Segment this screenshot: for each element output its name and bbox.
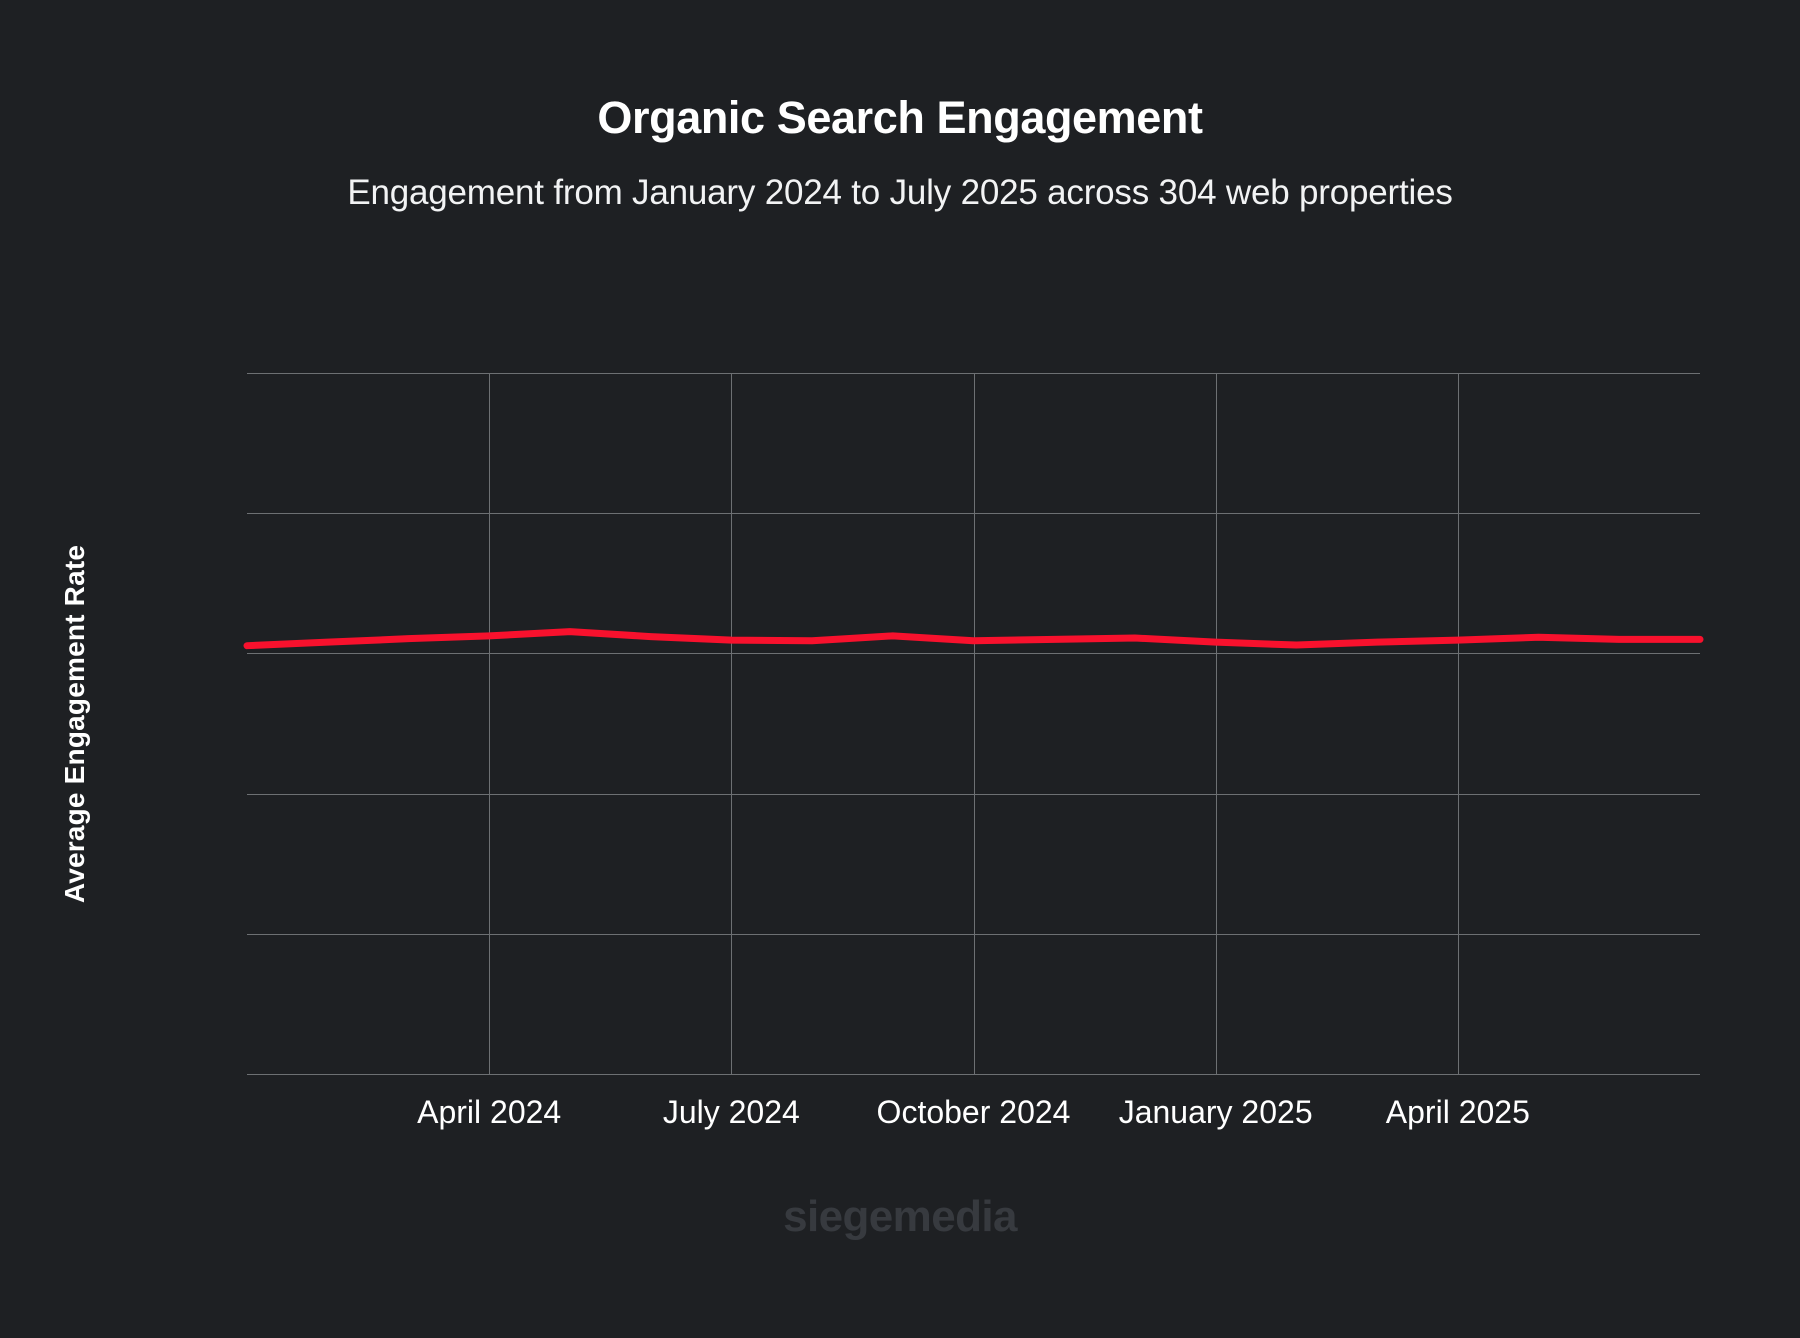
chart-subtitle: Engagement from January 2024 to July 202… bbox=[347, 173, 1453, 212]
x-axis-tick-label: April 2024 bbox=[417, 1094, 562, 1130]
y-axis-title-label: Average Engagement Rate bbox=[59, 544, 91, 903]
gridline-vertical bbox=[1457, 373, 1459, 1074]
series-line-chart bbox=[243, 628, 1704, 650]
gridline-vertical bbox=[1215, 373, 1217, 1074]
gridline-horizontal bbox=[247, 1074, 1700, 1075]
chart-title: Organic Search Engagement bbox=[597, 92, 1203, 143]
gridline-vertical bbox=[489, 373, 491, 1074]
gridline-vertical bbox=[973, 373, 975, 1074]
x-axis-tick-label: January 2025 bbox=[1118, 1094, 1313, 1130]
watermark-siegemedia: siegemedia bbox=[783, 1192, 1017, 1241]
gridline-vertical bbox=[731, 373, 733, 1074]
y-axis-title: Average Engagement Rate bbox=[52, 373, 98, 1074]
x-axis-tick-label: April 2025 bbox=[1385, 1094, 1530, 1130]
series-line-average-engagement-rate bbox=[243, 628, 1704, 650]
chart-header: Organic Search Engagement Engagement fro… bbox=[0, 0, 1800, 215]
x-axis-tick-label: October 2024 bbox=[876, 1094, 1071, 1130]
x-axis-tick-label: July 2024 bbox=[662, 1094, 800, 1130]
